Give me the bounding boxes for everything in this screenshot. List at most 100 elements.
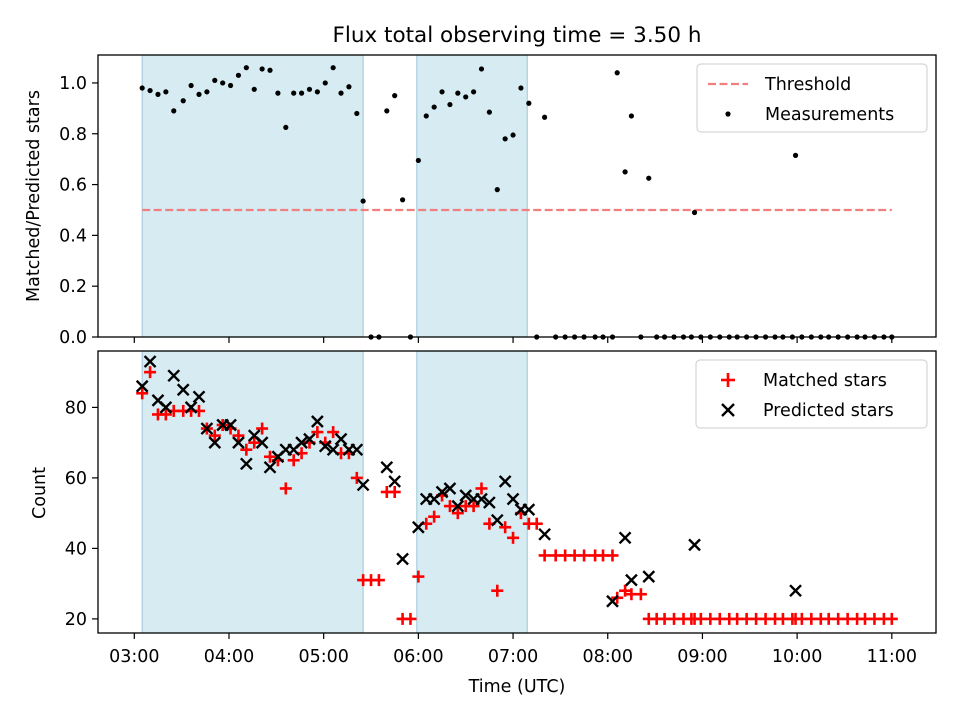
predicted-star-point bbox=[498, 475, 512, 488]
measurement-point bbox=[510, 132, 516, 138]
measurement-point bbox=[243, 65, 249, 71]
predicted-star-point bbox=[443, 482, 457, 495]
measurement-point bbox=[155, 91, 161, 97]
matched-star-point bbox=[443, 500, 456, 513]
measurement-point bbox=[392, 93, 398, 99]
predicted-star-point bbox=[451, 499, 465, 513]
x-tick-label: 05:00 bbox=[298, 647, 348, 667]
measurement-point bbox=[338, 90, 344, 96]
x-tick-label: 08:00 bbox=[583, 647, 633, 667]
measurement-point bbox=[163, 89, 169, 95]
matched-legend-label: Matched stars bbox=[763, 371, 887, 391]
matched-stars-points bbox=[136, 366, 898, 625]
y-tick-label: 60 bbox=[65, 469, 87, 489]
measurement-point bbox=[306, 86, 313, 92]
predicted-star-point bbox=[522, 503, 536, 516]
top-panel: 0.0 0.2 0.4 0.6 0.8 1.0 Matched/Predicted sta… bbox=[24, 54, 937, 348]
measurement-point bbox=[267, 67, 273, 73]
measurement-point bbox=[188, 82, 194, 89]
measurement-point bbox=[431, 104, 437, 110]
predicted-star-point bbox=[326, 443, 340, 457]
measurement-point bbox=[646, 175, 652, 181]
predicted-star-point bbox=[200, 422, 214, 435]
y-tick-label: 0.4 bbox=[59, 226, 87, 246]
predicted-star-point bbox=[232, 436, 245, 449]
measurement-point bbox=[196, 91, 202, 97]
x-tick-label: 11:00 bbox=[867, 647, 917, 667]
matched-star-point bbox=[475, 482, 488, 495]
measurement-point bbox=[494, 187, 500, 193]
bottom-observing-windows bbox=[141, 350, 528, 634]
measurement-point bbox=[463, 94, 469, 100]
x-tick-label: 06:00 bbox=[393, 647, 443, 667]
measurement-point bbox=[471, 89, 477, 95]
predicted-star-point bbox=[490, 513, 504, 527]
observing-window-2 bbox=[416, 350, 528, 634]
matched-star-point bbox=[327, 426, 340, 439]
measurement-point bbox=[235, 72, 242, 78]
y-tick-label: 1.0 bbox=[59, 74, 87, 94]
matched-star-point bbox=[144, 366, 157, 379]
matched-star-point bbox=[287, 454, 300, 467]
x-tick-label: 04:00 bbox=[204, 647, 254, 667]
measurement-point bbox=[283, 124, 289, 131]
observing-window-2 bbox=[416, 54, 528, 338]
predicted-star-point bbox=[184, 401, 198, 414]
bottom-x-ticks: 03:00 04:00 05:00 06:00 07:00 08:00 09:00 10:00… bbox=[109, 633, 917, 667]
predicted-star-point bbox=[412, 520, 425, 534]
measurement-point bbox=[384, 108, 390, 114]
observing-window-1 bbox=[141, 350, 364, 634]
matched-star-point bbox=[264, 450, 277, 463]
matched-legend-swatch bbox=[721, 373, 735, 387]
measurement-point bbox=[628, 113, 635, 119]
matched-star-point bbox=[350, 471, 363, 484]
predicted-star-point bbox=[255, 436, 269, 449]
bottom-legend: Matched stars Predicted stars bbox=[695, 359, 928, 429]
predicted-star-point bbox=[159, 401, 173, 414]
predicted-star-point bbox=[350, 443, 364, 457]
predicted-star-point bbox=[506, 492, 520, 506]
measurement-point bbox=[542, 114, 548, 120]
measurement-point bbox=[291, 90, 297, 96]
top-plot-frame bbox=[97, 54, 937, 338]
bottom-legend-box bbox=[695, 359, 928, 429]
top-legend-box bbox=[696, 63, 928, 133]
predicted-star-point bbox=[459, 489, 473, 502]
measurement-point bbox=[275, 90, 281, 96]
y-tick-label: 0.8 bbox=[59, 125, 87, 145]
top-observing-windows bbox=[141, 54, 528, 338]
measurement-point bbox=[423, 113, 429, 119]
measurement-point bbox=[314, 89, 320, 95]
measurement-point bbox=[518, 85, 524, 91]
predicted-star-point bbox=[224, 418, 237, 432]
measurement-point bbox=[147, 87, 153, 94]
predicted-star-point bbox=[167, 369, 181, 383]
predicted-star-point bbox=[239, 457, 253, 471]
measurement-point bbox=[447, 101, 453, 108]
measurement-point bbox=[486, 109, 492, 115]
chart-title: Flux total observing time = 3.50 h bbox=[333, 23, 702, 48]
measurement-point bbox=[212, 77, 218, 84]
predicted-stars-points bbox=[135, 355, 802, 608]
predicted-star-point bbox=[334, 432, 348, 446]
measurement-point bbox=[792, 152, 799, 158]
matched-star-point bbox=[538, 549, 551, 562]
predicted-star-point bbox=[380, 460, 394, 474]
predicted-star-point bbox=[606, 594, 619, 608]
matched-star-point bbox=[159, 408, 172, 421]
measurement-point bbox=[330, 65, 336, 71]
predicted-star-point bbox=[625, 573, 638, 587]
predicted-star-point bbox=[789, 584, 802, 598]
measurement-point bbox=[478, 66, 485, 72]
predicted-legend-label: Predicted stars bbox=[763, 401, 894, 421]
measurement-point bbox=[171, 108, 177, 114]
y-tick-label: 40 bbox=[65, 539, 87, 559]
matched-star-point bbox=[451, 507, 464, 520]
measurement-point bbox=[298, 90, 305, 96]
matched-star-point bbox=[578, 549, 591, 562]
predicted-star-point bbox=[318, 439, 332, 453]
matched-star-point bbox=[240, 443, 253, 456]
measurement-point bbox=[439, 89, 445, 95]
